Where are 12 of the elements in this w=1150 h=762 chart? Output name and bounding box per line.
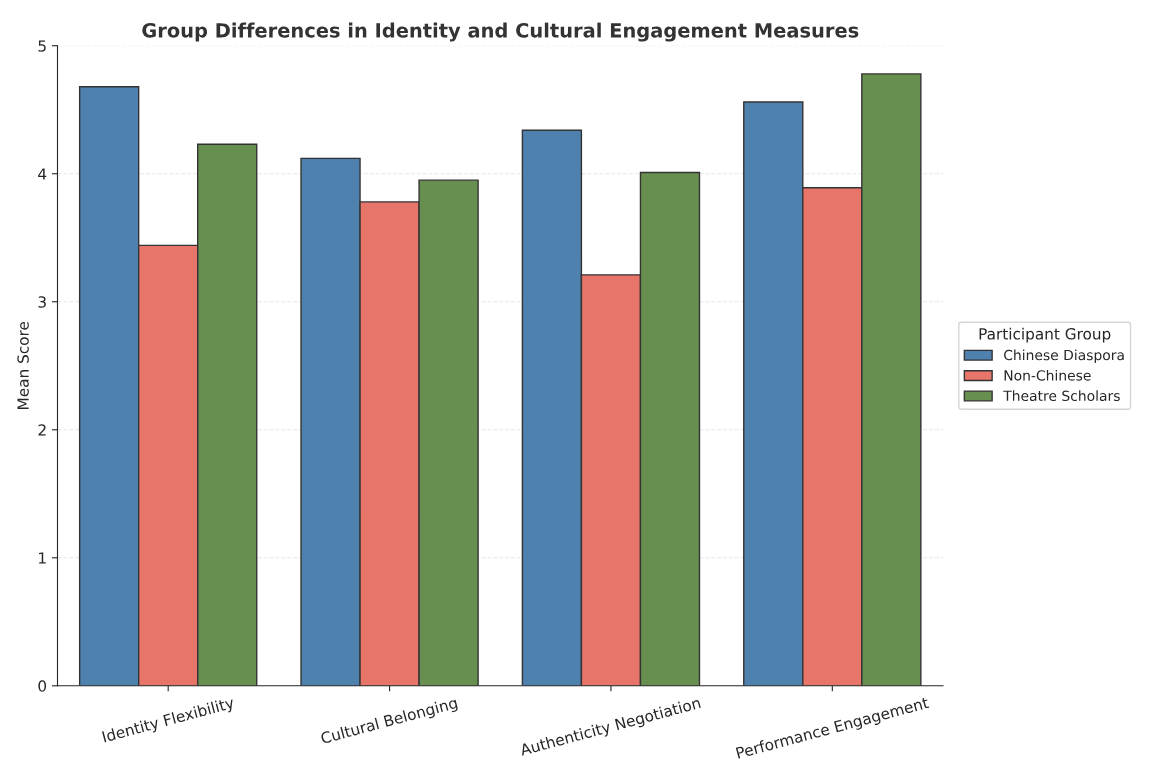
- y-tick-label: 1: [39, 552, 46, 564]
- y-tick-label: 5: [38, 40, 46, 52]
- y-tick-label: 3: [38, 296, 46, 308]
- legend-label: Theatre Scholars: [1003, 390, 1120, 402]
- y-tick-label: 2: [38, 424, 46, 436]
- legend-title: Participant Group: [979, 327, 1111, 343]
- y-tick-label: 4: [38, 168, 47, 180]
- legend-label: Chinese Diaspora: [1004, 349, 1124, 363]
- y-tick-label: 0: [38, 680, 47, 692]
- legend-label: Non-Chinese: [1004, 369, 1091, 381]
- chart-title: Group Differences in Identity and Cultural Engagement Measures: [142, 22, 859, 42]
- y-axis-title: Mean Score: [17, 321, 29, 409]
